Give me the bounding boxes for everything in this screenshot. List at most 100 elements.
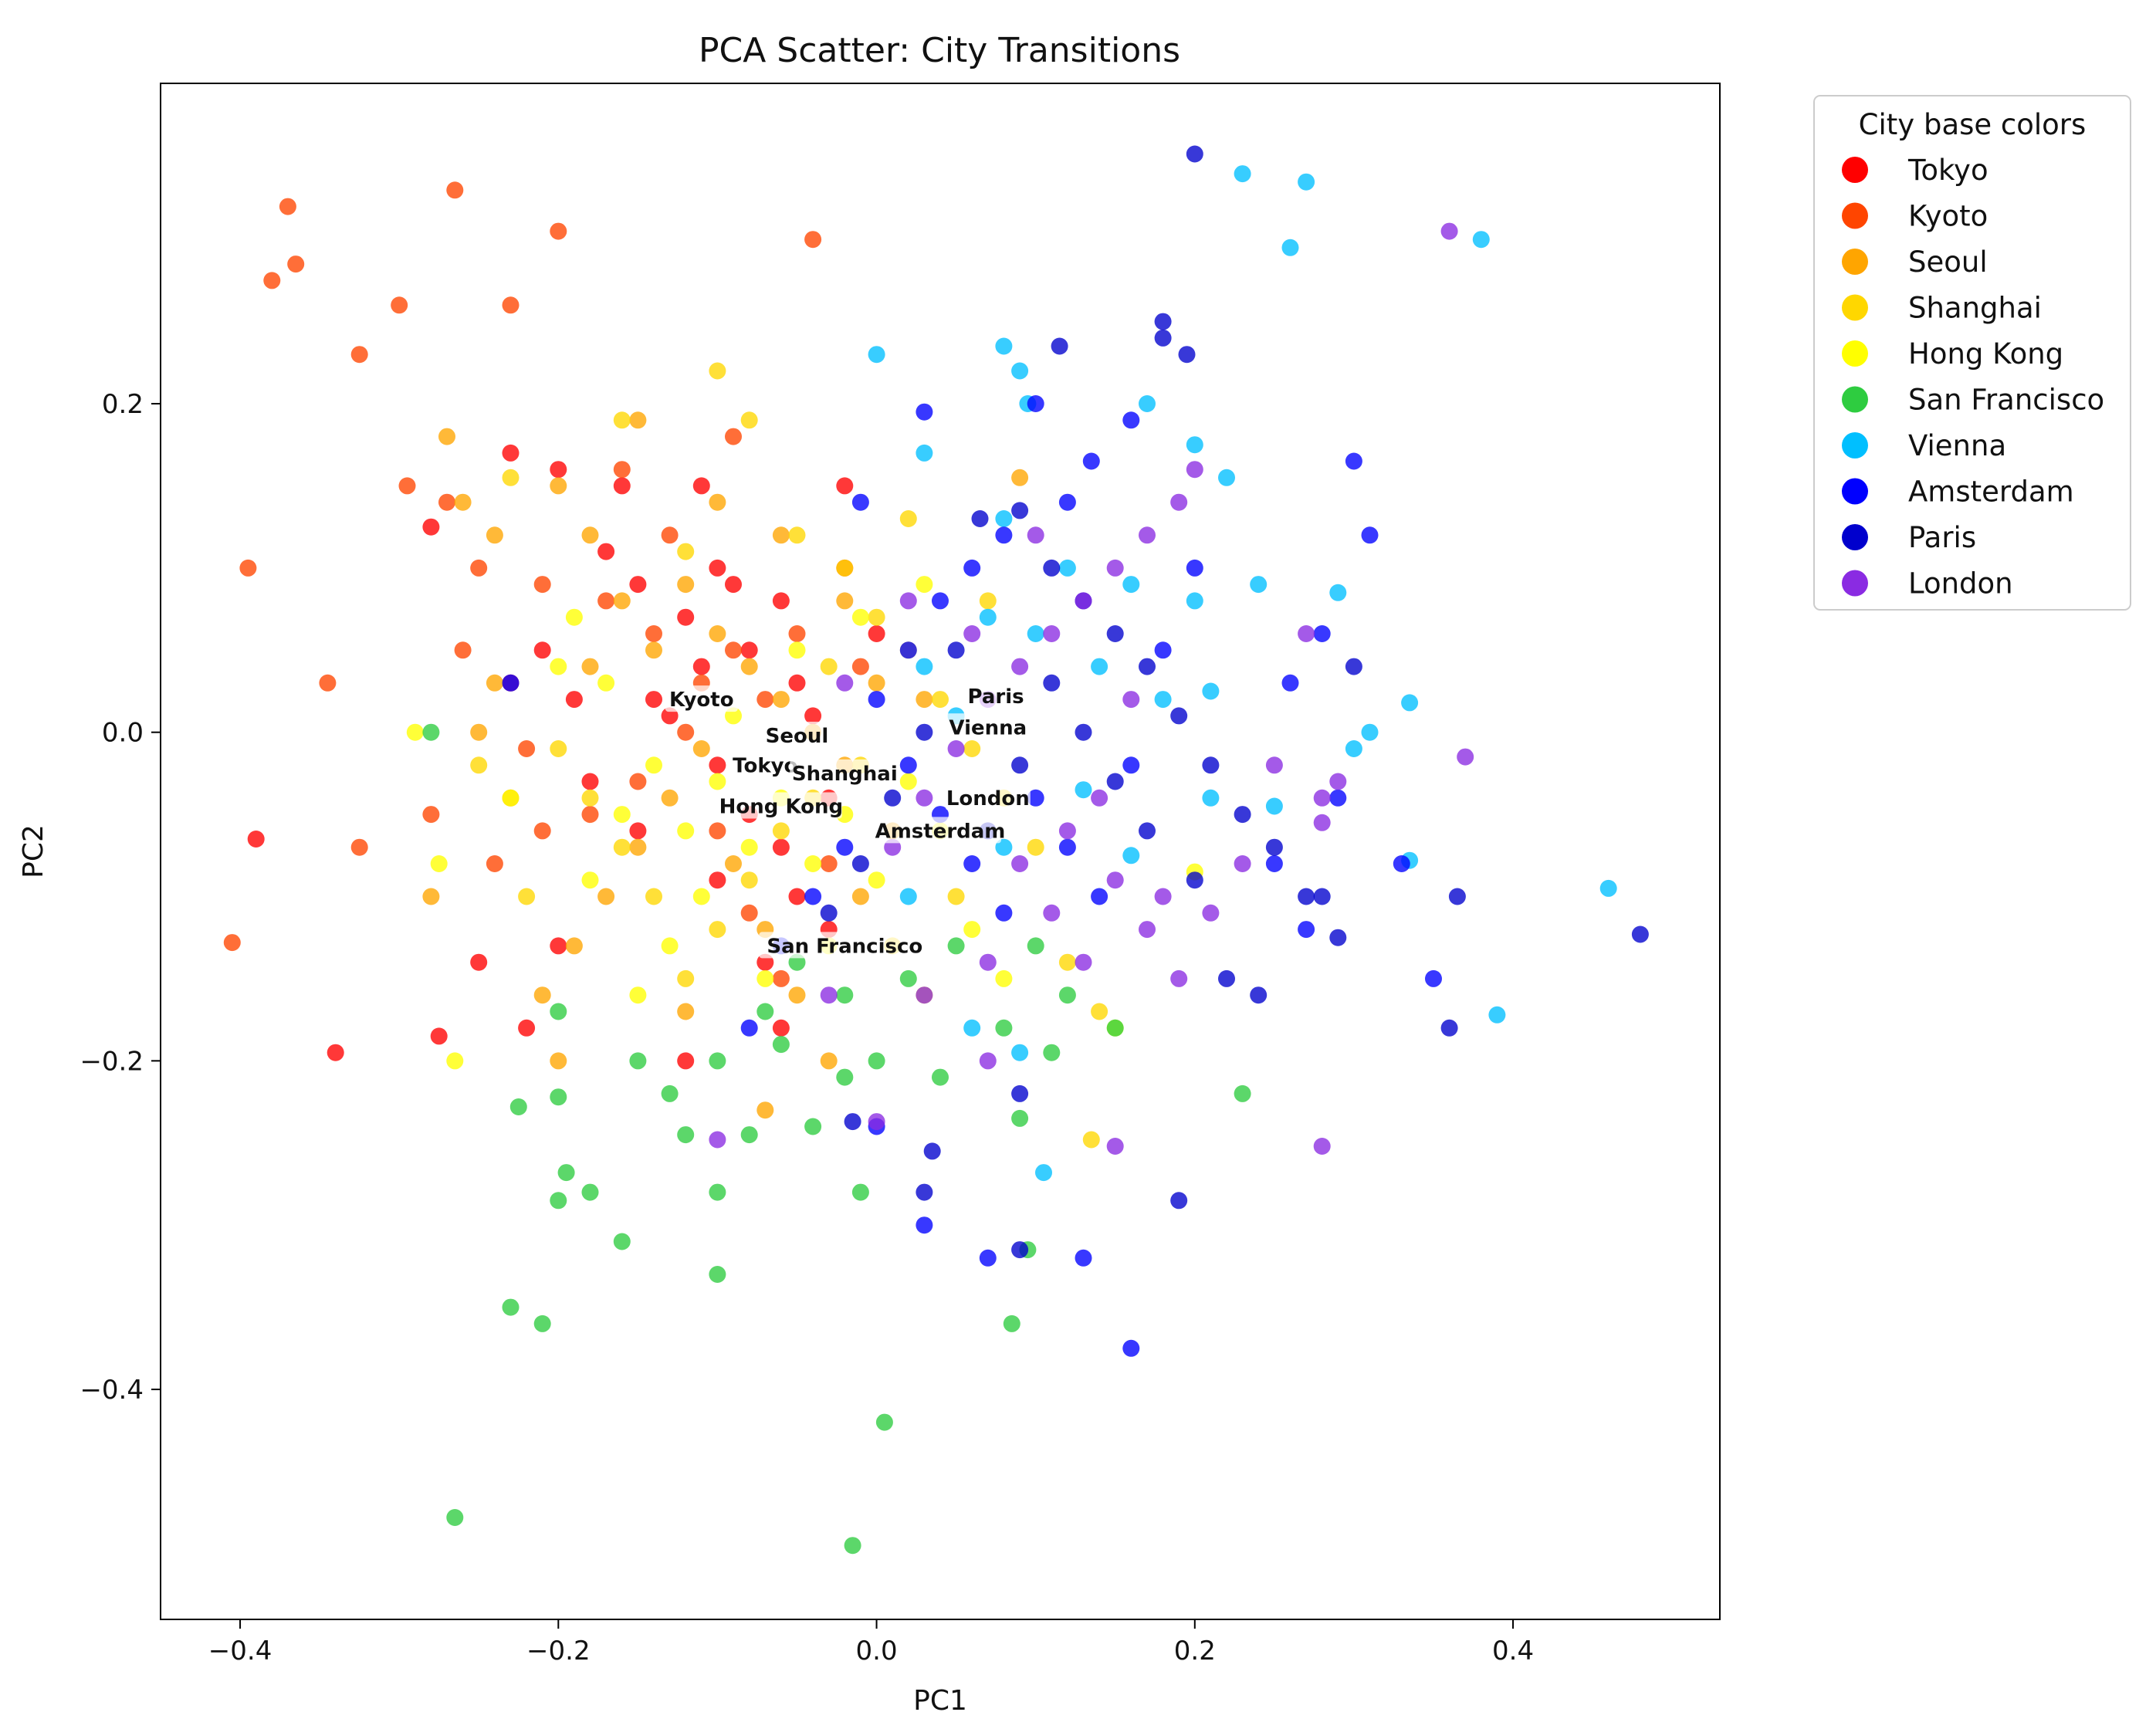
point-amsterdam-7 bbox=[932, 592, 949, 610]
point-shanghai-6 bbox=[836, 559, 854, 577]
point-paris-6 bbox=[971, 510, 989, 527]
point-seoul-22 bbox=[788, 986, 806, 1004]
point-paris-17 bbox=[1218, 969, 1235, 987]
centroid-label-san-francisco: San Francisco bbox=[767, 935, 922, 958]
y-axis-label: PC2 bbox=[18, 824, 49, 878]
point-kyoto-14 bbox=[438, 493, 455, 511]
legend-marker-seoul bbox=[1842, 249, 1868, 275]
point-tokyo-3 bbox=[422, 518, 440, 536]
point-seoul-8 bbox=[709, 625, 726, 642]
point-shanghai-4 bbox=[677, 543, 695, 560]
point-london-32 bbox=[820, 986, 838, 1004]
point-seoul-27 bbox=[470, 723, 488, 741]
point-paris-28 bbox=[844, 1113, 861, 1131]
point-kyoto-30 bbox=[772, 969, 790, 987]
point-san-francisco-17 bbox=[836, 1068, 854, 1086]
point-london-12 bbox=[1011, 855, 1029, 872]
point-paris-41 bbox=[1186, 871, 1203, 889]
point-amsterdam-38 bbox=[1281, 674, 1299, 692]
point-tokyo-31 bbox=[677, 1052, 695, 1070]
point-kyoto-6 bbox=[319, 674, 337, 692]
point-london-9 bbox=[947, 740, 965, 757]
point-kyoto-0 bbox=[279, 198, 296, 215]
point-tokyo-22 bbox=[772, 838, 790, 856]
point-amsterdam-21 bbox=[804, 888, 822, 905]
point-hong-kong-16 bbox=[692, 888, 710, 905]
point-london-16 bbox=[1139, 921, 1156, 939]
point-vienna-31 bbox=[1488, 1006, 1506, 1024]
point-london-37 bbox=[963, 625, 981, 642]
point-amsterdam-15 bbox=[1058, 838, 1076, 856]
point-shanghai-3 bbox=[502, 469, 520, 486]
point-shanghai-25 bbox=[1058, 953, 1076, 971]
point-london-39 bbox=[836, 674, 854, 692]
point-vienna-30 bbox=[1599, 879, 1617, 897]
point-san-francisco-0 bbox=[446, 1509, 464, 1526]
point-hong-kong-0 bbox=[446, 1052, 464, 1070]
point-seoul-36 bbox=[1011, 469, 1029, 486]
point-shanghai-15 bbox=[740, 871, 758, 889]
point-london-17 bbox=[1170, 969, 1188, 987]
point-seoul-10 bbox=[772, 691, 790, 709]
legend-marker-tokyo bbox=[1842, 157, 1868, 183]
point-london-34 bbox=[1058, 822, 1076, 840]
point-london-21 bbox=[1298, 625, 1315, 642]
point-san-francisco-25 bbox=[899, 969, 917, 987]
x-tick-label-1: −0.2 bbox=[526, 1636, 591, 1666]
legend-label-amsterdam: Amsterdam bbox=[1908, 475, 2074, 509]
centroid-label-hong-kong: Hong Kong bbox=[719, 796, 843, 819]
point-san-francisco-11 bbox=[550, 1088, 567, 1106]
point-san-francisco-16 bbox=[772, 1036, 790, 1054]
point-paris-11 bbox=[1170, 707, 1188, 725]
point-seoul-31 bbox=[836, 592, 854, 610]
centroid-label-bg-san-francisco bbox=[759, 932, 931, 959]
point-shanghai-24 bbox=[947, 888, 965, 905]
legend-label-tokyo: Tokyo bbox=[1907, 154, 1988, 187]
point-kyoto-25 bbox=[581, 806, 599, 824]
point-hong-kong-11 bbox=[804, 855, 822, 872]
x-axis-label: PC1 bbox=[913, 1685, 967, 1717]
point-san-francisco-1 bbox=[844, 1537, 861, 1555]
point-vienna-13 bbox=[1058, 559, 1076, 577]
point-shanghai-16 bbox=[709, 921, 726, 939]
point-paris-24 bbox=[1170, 1192, 1188, 1210]
point-san-francisco-4 bbox=[533, 1315, 551, 1332]
point-hong-kong-17 bbox=[661, 937, 679, 955]
point-san-francisco-14 bbox=[629, 1052, 647, 1070]
point-vienna-22 bbox=[916, 658, 933, 675]
point-kyoto-21 bbox=[756, 691, 774, 709]
point-vienna-10 bbox=[1218, 469, 1235, 486]
point-london-36 bbox=[1122, 691, 1140, 709]
y-tick-label-1: −0.2 bbox=[80, 1046, 144, 1077]
point-london-18 bbox=[1202, 904, 1220, 922]
point-san-francisco-39 bbox=[422, 723, 440, 741]
point-seoul-33 bbox=[709, 493, 726, 511]
point-shanghai-21 bbox=[550, 740, 567, 757]
point-hong-kong-29 bbox=[916, 576, 933, 594]
point-vienna-32 bbox=[1011, 1044, 1029, 1061]
point-seoul-32 bbox=[772, 526, 790, 544]
point-amsterdam-0 bbox=[916, 403, 933, 421]
point-shanghai-12 bbox=[1027, 838, 1044, 856]
point-san-francisco-13 bbox=[740, 1126, 758, 1144]
point-shanghai-7 bbox=[868, 608, 885, 626]
legend-label-shanghai: Shanghai bbox=[1908, 292, 2042, 325]
point-hong-kong-2 bbox=[406, 723, 424, 741]
point-seoul-16 bbox=[629, 838, 647, 856]
point-tokyo-11 bbox=[740, 641, 758, 659]
point-hong-kong-28 bbox=[851, 608, 869, 626]
point-shanghai-31 bbox=[518, 888, 536, 905]
point-amsterdam-36 bbox=[1345, 452, 1362, 470]
legend-label-london: London bbox=[1908, 567, 2013, 601]
point-paris-22 bbox=[1631, 925, 1649, 943]
point-amsterdam-32 bbox=[1393, 855, 1410, 872]
point-hong-kong-25 bbox=[597, 674, 615, 692]
point-london-15 bbox=[1106, 871, 1124, 889]
point-shanghai-26 bbox=[1091, 1003, 1108, 1020]
point-shanghai-28 bbox=[899, 510, 917, 527]
centroid-label-bg-london bbox=[945, 783, 1031, 810]
point-vienna-5 bbox=[1011, 362, 1029, 380]
point-paris-23 bbox=[1440, 1019, 1458, 1037]
point-seoul-38 bbox=[677, 1003, 695, 1020]
